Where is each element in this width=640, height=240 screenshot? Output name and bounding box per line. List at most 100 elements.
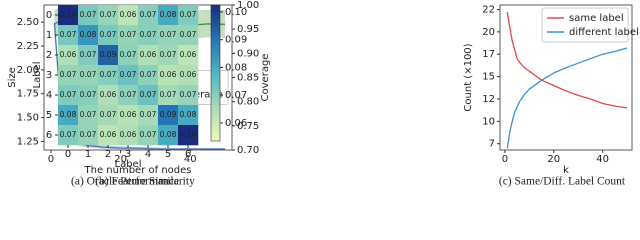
y-tick-label: 12 <box>482 94 495 105</box>
heat-cell <box>98 125 119 146</box>
cell-label: 0.07 <box>100 110 117 119</box>
plot-frame <box>499 4 633 151</box>
heat-cell <box>178 65 199 86</box>
y-tick-label: 2.25 <box>17 41 39 52</box>
cell-label: 0.07 <box>180 90 197 99</box>
heat-cell <box>98 45 119 66</box>
colorbar-tick-label: 0.08 <box>225 62 247 73</box>
x-axis-label: Label <box>115 159 142 170</box>
cell-label: 0.10 <box>180 130 197 139</box>
y-tick-label: 1.25 <box>17 136 39 147</box>
cell-label: 0.08 <box>160 10 177 19</box>
cell-label: 0.07 <box>140 10 157 19</box>
x-tick-label: 40 <box>184 154 197 165</box>
cell-label: 0.07 <box>120 50 137 59</box>
heat-cell <box>158 25 179 46</box>
y-tick-label: 4 <box>46 90 52 101</box>
heat-cell <box>158 65 179 86</box>
cell-label: 0.07 <box>80 50 97 59</box>
x-tick-label: 0 <box>48 154 54 165</box>
heat-cell <box>98 105 119 126</box>
cell-label: 0.07 <box>80 130 97 139</box>
y-tick-label: 5 <box>46 110 52 121</box>
heat-cell <box>158 5 179 26</box>
x-tick-label: 2 <box>105 149 111 160</box>
heat-cell <box>138 85 159 106</box>
heat-cell <box>118 65 139 86</box>
heat-cell <box>178 85 199 106</box>
x-axis-label: The number of nodes <box>84 165 192 176</box>
line <box>506 12 628 109</box>
y-tick-label: 0 <box>46 10 52 21</box>
heat-cell <box>118 105 139 126</box>
cell-label: 0.10 <box>60 10 77 19</box>
heat-cell <box>178 125 199 146</box>
cell-label: 0.07 <box>180 10 197 19</box>
x-tick-label: 1 <box>85 149 91 160</box>
cell-label: 0.07 <box>80 10 97 19</box>
y-tick-label: 20 <box>482 27 495 38</box>
cell-label: 0.08 <box>80 30 97 39</box>
heat-cell <box>98 65 119 86</box>
y-tick-label: 6 <box>46 130 52 141</box>
cell-label: 0.06 <box>60 50 77 59</box>
heat-cell <box>118 25 139 46</box>
heat-cell <box>178 25 199 46</box>
colorbar-tick-label: 0.06 <box>225 118 247 129</box>
heat-cell <box>138 105 159 126</box>
legend-label: different label <box>569 27 639 38</box>
cell-label: 0.07 <box>140 30 157 39</box>
x-tick-label: 20 <box>547 154 560 165</box>
heat-cell <box>98 85 119 106</box>
cell-label: 0.09 <box>160 110 177 119</box>
heat-cell <box>178 5 199 26</box>
x-tick-label: 20 <box>114 154 127 165</box>
y-tick-label: 22 <box>482 4 495 15</box>
cell-label: 0.07 <box>100 30 117 39</box>
y-tick-label: 15 <box>482 72 495 83</box>
heat-cell <box>158 125 179 146</box>
y-tick-label: 2 <box>46 50 52 61</box>
heat-cell <box>58 125 79 146</box>
heat-cell <box>58 65 79 86</box>
heat-cell <box>78 125 99 146</box>
y-tick-label: 10 <box>482 116 495 127</box>
y2-tick-label: 0.80 <box>237 97 259 108</box>
line <box>506 47 628 149</box>
cell-label: 0.06 <box>160 70 177 79</box>
cell-label: 0.07 <box>140 130 157 139</box>
cell-label: 0.08 <box>60 110 77 119</box>
heat-cell <box>158 105 179 126</box>
cell-label: 0.07 <box>140 90 157 99</box>
heat-cell <box>58 5 79 26</box>
legend-label: same label <box>569 13 624 24</box>
caption: (a) Oracle Performance <box>71 176 179 188</box>
heat-cell <box>58 85 79 106</box>
heat-cell <box>138 25 159 46</box>
cell-label: 0.06 <box>120 130 137 139</box>
cell-label: 0.08 <box>160 130 177 139</box>
heat-cell <box>178 45 199 66</box>
heat-cell <box>138 125 159 146</box>
legend: same label different label <box>541 7 639 43</box>
cell-label: 0.07 <box>160 30 177 39</box>
heat-cell <box>78 45 99 66</box>
heat-cell <box>78 25 99 46</box>
cell-label: 0.08 <box>180 110 197 119</box>
x-tick-label: 0 <box>502 154 508 165</box>
cell-label: 0.07 <box>60 70 77 79</box>
heat-cell <box>138 5 159 26</box>
y-tick-label: 7 <box>489 139 495 150</box>
heat-cell <box>78 65 99 86</box>
heat-cell <box>158 45 179 66</box>
heat-cell <box>78 105 99 126</box>
heat-cell <box>98 25 119 46</box>
caption: (c) Same/Diff. Label Count <box>499 176 626 188</box>
cell-label: 0.07 <box>80 90 97 99</box>
cell-label: 0.07 <box>140 110 157 119</box>
legend-box <box>541 7 629 43</box>
heat-cell <box>138 45 159 66</box>
cell-label: 0.07 <box>120 30 137 39</box>
cell-label: 0.06 <box>140 50 157 59</box>
cell-label: 0.06 <box>120 110 137 119</box>
